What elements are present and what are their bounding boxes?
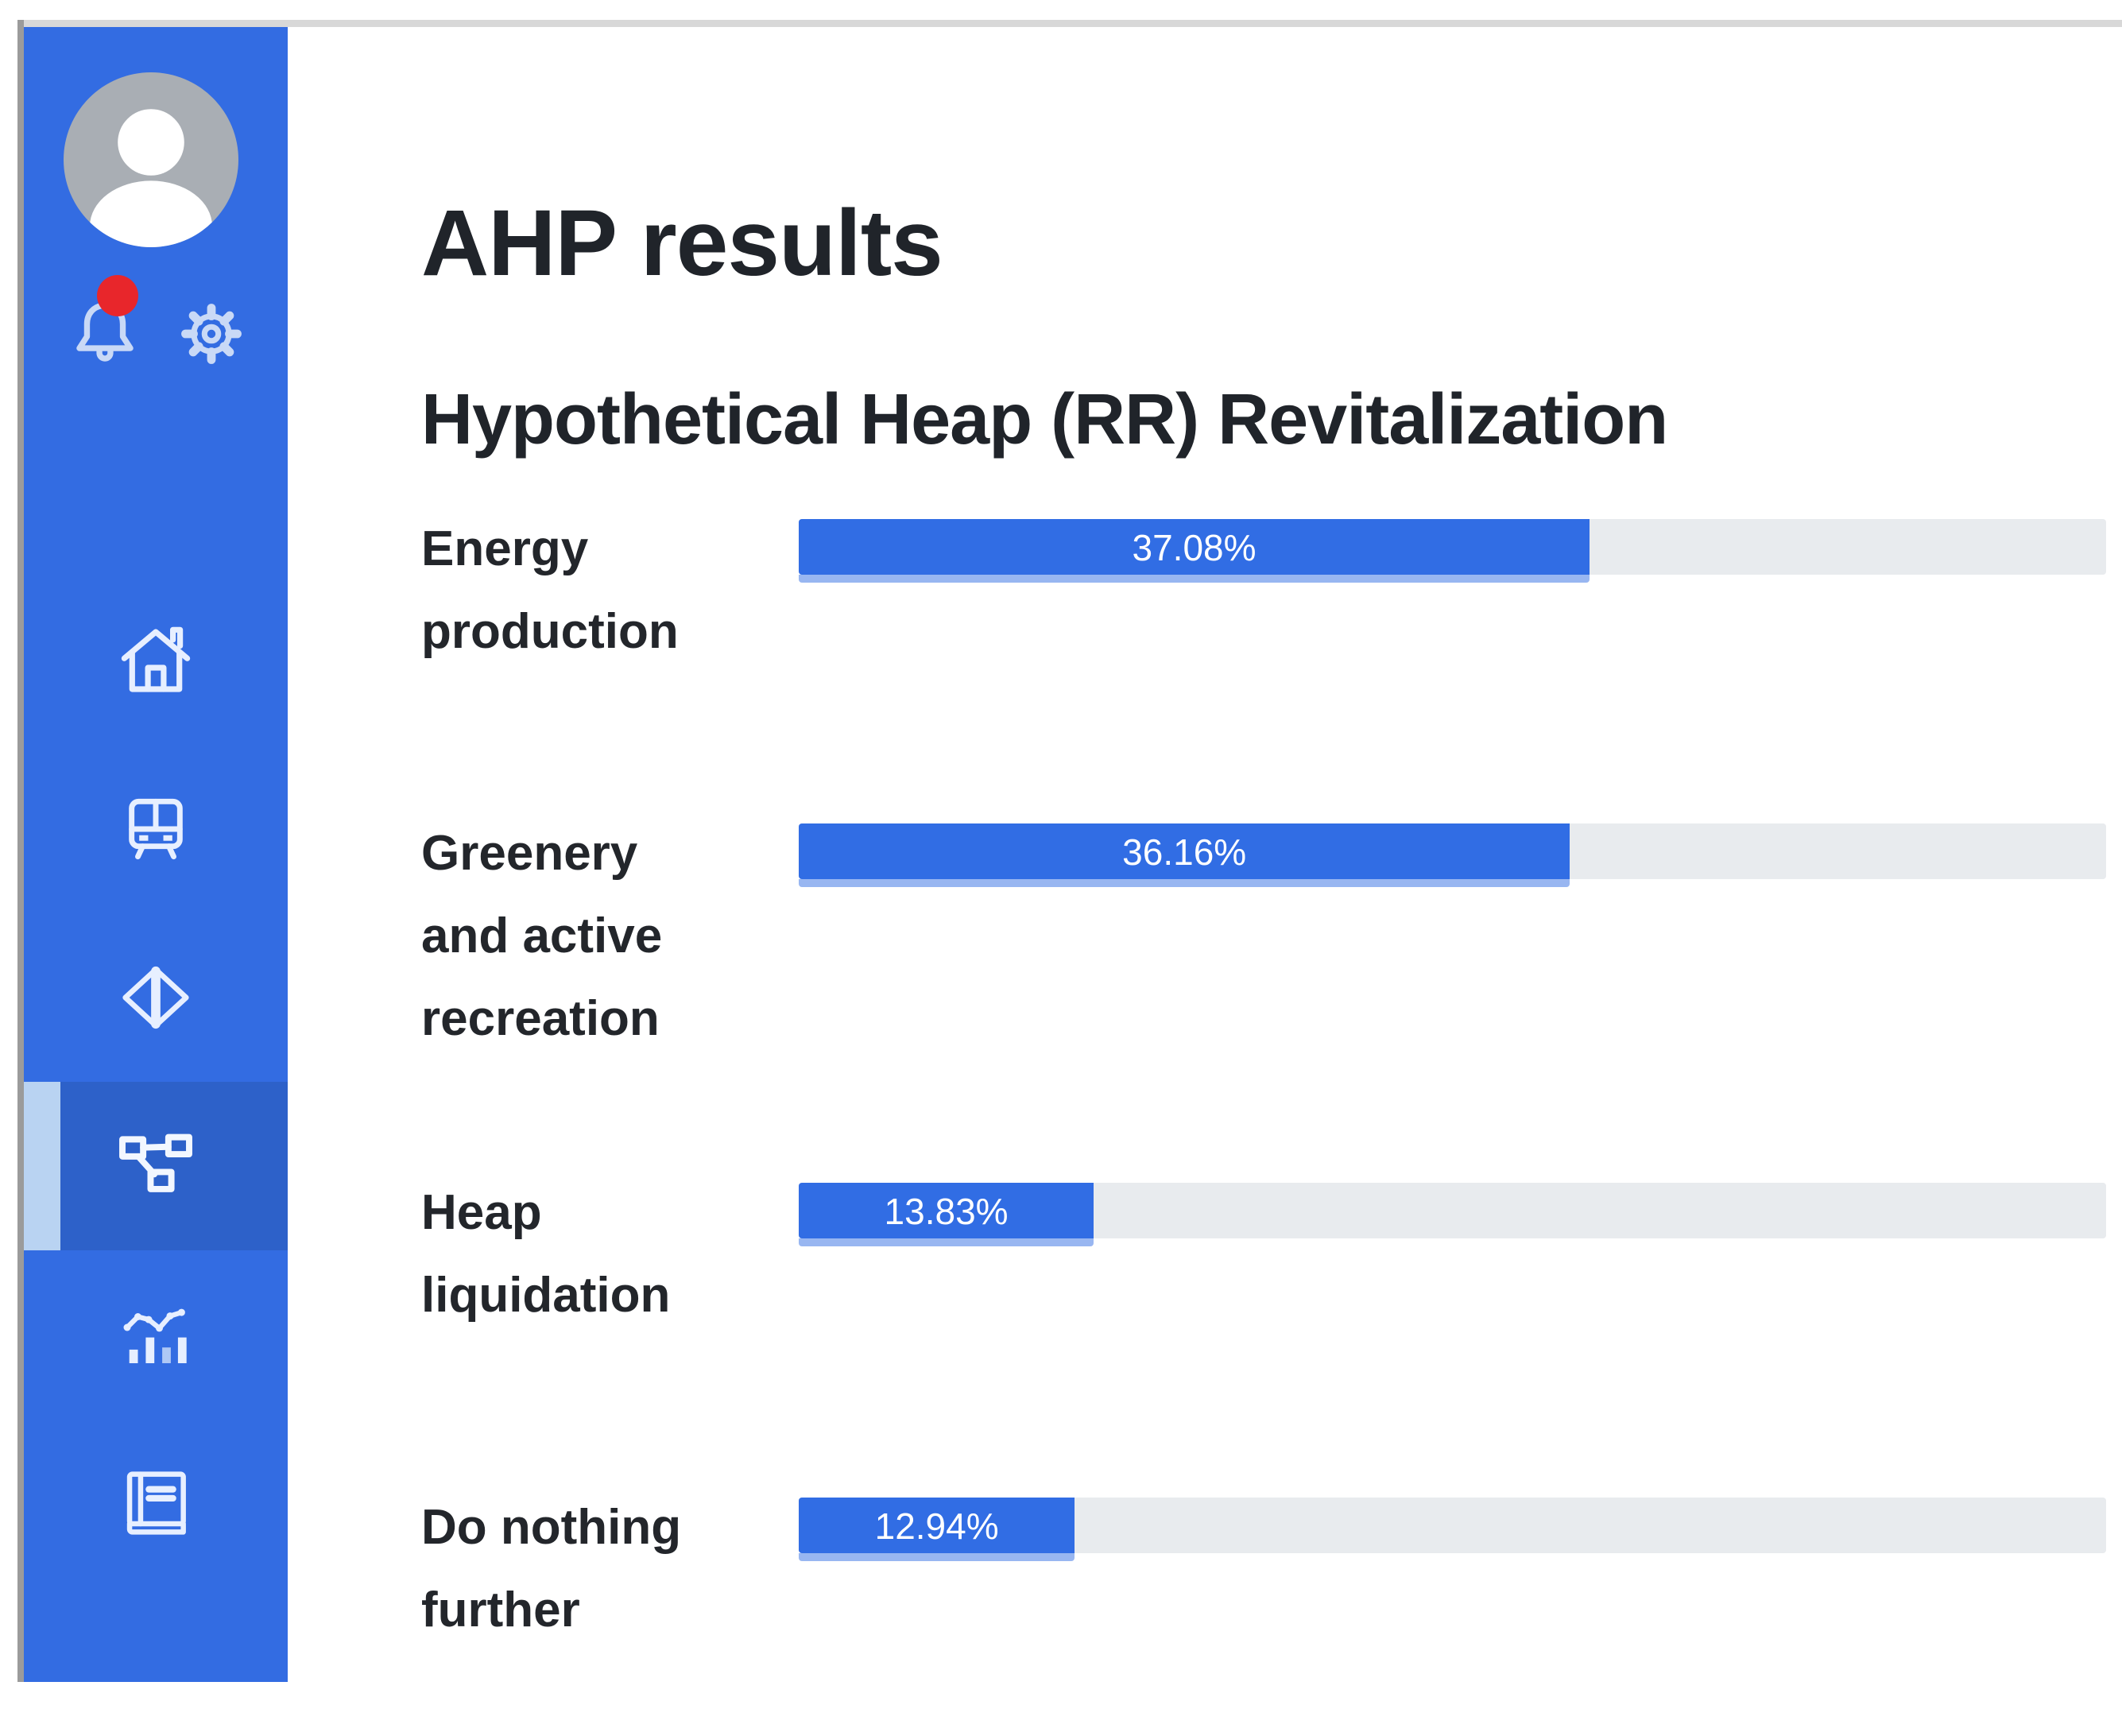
user-avatar-icon bbox=[64, 72, 238, 247]
settings-button[interactable] bbox=[172, 294, 251, 374]
bar-fill: 13.83% bbox=[799, 1183, 1094, 1246]
ahp-app-window: { "window": { "bg": "#ffffff", "top_divi… bbox=[17, 20, 2122, 1682]
bar-label: Energy production bbox=[421, 521, 679, 659]
chart-row-heap-liquidation: Heap liquidation 13.83% bbox=[421, 1183, 2106, 1421]
home-icon bbox=[121, 626, 191, 692]
bar-track: 36.16% bbox=[799, 823, 2106, 887]
bar-fill: 36.16% bbox=[799, 823, 1570, 887]
bar-fill: 12.94% bbox=[799, 1498, 1075, 1561]
gear-icon bbox=[181, 304, 242, 364]
sidebar-item-results[interactable] bbox=[24, 1250, 288, 1419]
bar-track: 12.94% bbox=[799, 1498, 2106, 1561]
flowchart-icon bbox=[119, 1133, 192, 1192]
bar-value: 13.83% bbox=[884, 1191, 1009, 1232]
diamond-compare-icon bbox=[122, 966, 189, 1029]
sidebar-nav bbox=[24, 576, 288, 1587]
sidebar bbox=[24, 27, 288, 1682]
sidebar-item-transport[interactable] bbox=[24, 745, 288, 913]
sidebar-item-criteria[interactable] bbox=[24, 913, 288, 1082]
chart-subtitle: Hypothetical Heap (RR) Revitalization bbox=[421, 379, 1668, 459]
sidebar-item-home[interactable] bbox=[24, 576, 288, 745]
window-left-edge bbox=[17, 20, 24, 1682]
avatar[interactable] bbox=[64, 72, 238, 247]
selected-indicator bbox=[24, 1082, 60, 1250]
bar-label: Heap liquidation bbox=[421, 1185, 671, 1323]
tram-icon bbox=[129, 798, 183, 860]
chart-row-do-nothing: Do nothing further 12.94% bbox=[421, 1498, 2106, 1736]
chart-row-greenery-recreation: Greenery and active recreation 36.16% bbox=[421, 823, 2106, 1062]
bar-value: 37.08% bbox=[1132, 527, 1257, 568]
bar-track: 37.08% bbox=[799, 519, 2106, 583]
bar-label: Do nothing further bbox=[421, 1500, 682, 1637]
page-title: AHP results bbox=[421, 191, 943, 296]
window-top-divider bbox=[17, 20, 2122, 27]
bar-value: 12.94% bbox=[874, 1505, 999, 1547]
bar-label: Greenery and active recreation bbox=[421, 826, 663, 1046]
book-icon bbox=[126, 1471, 186, 1535]
notification-dot bbox=[97, 275, 138, 316]
chart-row-energy-production: Energy production 37.08% bbox=[421, 519, 2106, 758]
bar-fill: 37.08% bbox=[799, 519, 1590, 583]
sidebar-item-ahp-model[interactable] bbox=[24, 1082, 288, 1250]
bar-track: 13.83% bbox=[799, 1183, 2106, 1246]
bar-value: 36.16% bbox=[1122, 831, 1247, 873]
sidebar-item-documentation[interactable] bbox=[24, 1419, 288, 1587]
stats-icon bbox=[123, 1308, 187, 1363]
